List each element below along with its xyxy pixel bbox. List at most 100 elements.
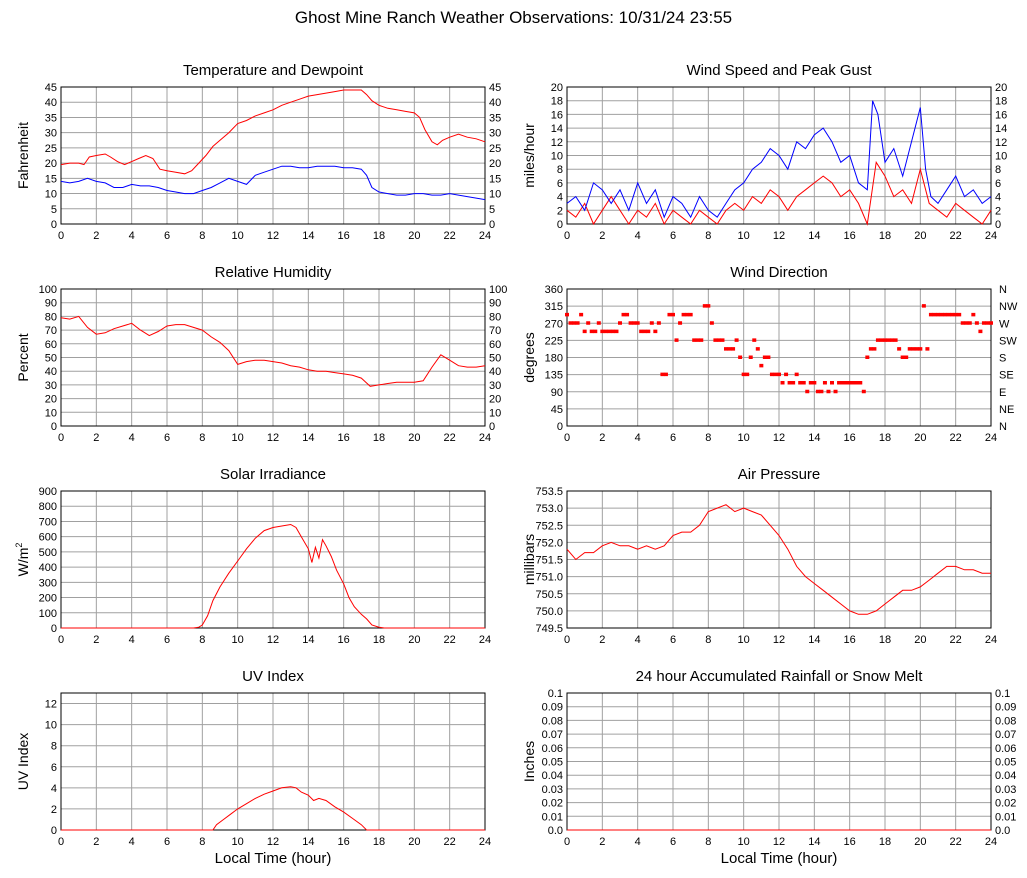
wind-direction-point: [649, 321, 654, 325]
y-tick-label: 100: [39, 284, 57, 296]
wind-direction-point: [695, 338, 700, 342]
wind-direction-point: [798, 380, 803, 385]
wind-direction-point: [727, 347, 732, 351]
x-tick-label: 14: [808, 634, 820, 646]
x-tick-label: 0: [564, 432, 570, 444]
x-tick-label: 18: [879, 634, 891, 646]
x-tick-label: 24: [479, 836, 491, 848]
x-tick-label: 16: [338, 230, 350, 242]
series-line-red: [61, 786, 485, 831]
x-tick-label: 6: [164, 634, 170, 646]
wind-direction-point: [656, 321, 661, 325]
wind-direction-point: [985, 321, 990, 325]
wind-direction-point: [762, 355, 767, 359]
x-tick-label: 6: [670, 634, 676, 646]
wind-direction-point: [840, 380, 845, 385]
x-tick-label: 0: [564, 836, 570, 848]
wind-direction-point: [826, 389, 831, 394]
x-tick-label: 22: [950, 836, 962, 848]
wind-direction-point: [621, 312, 626, 317]
x-tick-label: 8: [199, 634, 205, 646]
wind-direction-point: [702, 304, 707, 308]
y-tick-label-right: 0.09: [995, 702, 1016, 714]
y-tick-label: 40: [45, 97, 57, 109]
x-tick-label: 4: [129, 836, 135, 848]
y-tick-label: 4: [557, 192, 563, 204]
y-tick-label: 0.0: [548, 825, 563, 837]
wind-direction-point: [822, 380, 827, 385]
wind-direction-point: [932, 312, 937, 317]
y-tick-label-right: 5: [489, 204, 495, 216]
x-tick-label: 8: [705, 230, 711, 242]
wind-direction-point: [830, 380, 834, 385]
wind-direction-point: [769, 372, 774, 377]
x-tick-label: 10: [738, 836, 750, 848]
y-tick-label: 10: [551, 151, 563, 163]
y-tick-label-right: 90: [489, 298, 501, 310]
y-tick-label: 752.5: [535, 520, 563, 532]
y-tick-label: 5: [51, 204, 57, 216]
y-tick-label: 0: [51, 623, 57, 635]
compass-label: NE: [999, 404, 1014, 416]
y-tick-label: 80: [45, 311, 57, 323]
y-tick-label-right: 35: [489, 112, 501, 124]
wind-direction-point: [766, 355, 771, 359]
x-tick-label: 18: [373, 836, 385, 848]
wind-direction-point: [667, 312, 672, 317]
plot-frame: [60, 490, 486, 629]
wind-direction-point: [936, 312, 940, 317]
wind-direction-point: [759, 363, 764, 368]
x-tick-label: 24: [985, 230, 997, 242]
wind-direction-point: [653, 329, 658, 334]
y-tick-label-right: 0.02: [995, 798, 1016, 810]
x-tick-label: 0: [564, 230, 570, 242]
x-tick-label: 2: [93, 836, 99, 848]
y-tick-label: 0: [51, 219, 57, 231]
wind-direction-point: [568, 321, 573, 325]
y-tick-label-right: 60: [489, 339, 501, 351]
wind-direction-point: [851, 380, 856, 385]
wind-direction-point: [815, 389, 820, 394]
y-tick-label-right: 40: [489, 97, 501, 109]
wind-direction-point: [734, 338, 739, 342]
x-tick-label: 22: [950, 230, 962, 242]
y-tick-label: 400: [39, 562, 57, 574]
wind-direction-point: [953, 312, 958, 317]
x-tick-label: 18: [373, 634, 385, 646]
x-tick-label: 10: [738, 634, 750, 646]
x-tick-label: 18: [879, 836, 891, 848]
x-tick-label: 8: [199, 836, 205, 848]
y-tick-label: 2: [557, 205, 563, 217]
wind-direction-point: [967, 321, 972, 325]
y-tick-label-right: 0.07: [995, 729, 1016, 741]
wind-direction-point: [607, 329, 612, 334]
x-tick-label: 22: [444, 230, 456, 242]
x-tick-label: 6: [670, 836, 676, 848]
y-tick-label: 50: [45, 353, 57, 365]
x-tick-label: 4: [635, 230, 641, 242]
x-axis-label: Local Time (hour): [215, 850, 332, 867]
x-tick-label: 4: [635, 836, 641, 848]
y-tick-label: 10: [45, 189, 57, 201]
y-tick-label: 360: [545, 284, 563, 296]
y-tick-label: 35: [45, 112, 57, 124]
wind-direction-point: [610, 329, 615, 334]
plot-frame: [566, 288, 992, 427]
wind-direction-point: [671, 312, 675, 317]
y-tick-label-right: 16: [995, 109, 1007, 121]
wind-direction-point: [875, 338, 880, 342]
x-tick-label: 6: [164, 230, 170, 242]
y-tick-label-right: 0.0: [995, 825, 1010, 837]
x-tick-label: 14: [808, 432, 820, 444]
series-line-blue: [566, 100, 992, 219]
y-tick-label: 60: [45, 339, 57, 351]
wind-direction-point: [971, 312, 976, 317]
x-tick-label: 2: [93, 230, 99, 242]
x-tick-label: 18: [879, 230, 891, 242]
y-tick-label-right: 0.05: [995, 757, 1016, 769]
wind-direction-point: [614, 329, 619, 334]
wind-direction-point: [674, 338, 679, 342]
wind-direction-point: [914, 347, 919, 351]
